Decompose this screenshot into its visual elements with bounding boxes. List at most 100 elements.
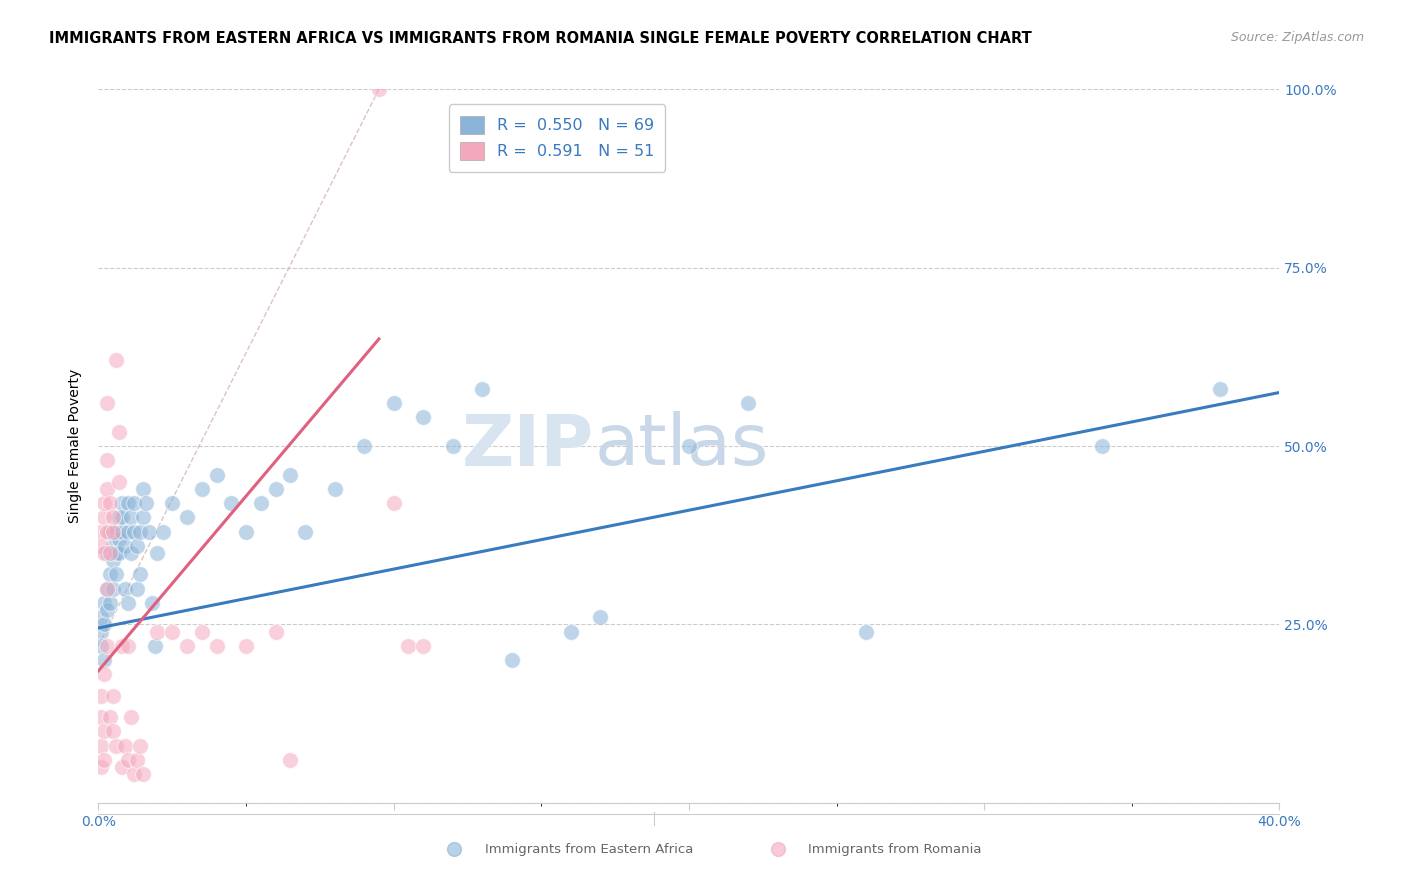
Point: [264, 482, 287, 496]
Point: [176, 510, 198, 524]
Point: [205, 639, 228, 653]
Text: Immigrants from Romania: Immigrants from Romania: [808, 843, 981, 855]
Point: [117, 753, 139, 767]
Point: [146, 546, 169, 560]
Point: [93, 496, 115, 510]
Point: [219, 496, 242, 510]
Point: [132, 482, 155, 496]
Legend: R =  0.550   N = 69, R =  0.591   N = 51: R = 0.550 N = 69, R = 0.591 N = 51: [449, 104, 665, 171]
Point: [141, 596, 163, 610]
Point: [122, 767, 145, 781]
Point: [162, 624, 183, 639]
Point: [120, 546, 142, 560]
Point: [103, 553, 125, 567]
Point: [105, 353, 128, 368]
Point: [471, 382, 494, 396]
Point: [152, 524, 174, 539]
Point: [135, 496, 157, 510]
Point: [111, 760, 134, 774]
Point: [93, 546, 115, 560]
Point: [98, 710, 121, 724]
Point: [90, 710, 112, 724]
Point: [589, 610, 612, 624]
Point: [120, 710, 142, 724]
Point: [93, 667, 115, 681]
Point: [412, 410, 434, 425]
Point: [132, 767, 155, 781]
Point: [264, 624, 287, 639]
Point: [125, 539, 148, 553]
Point: [122, 524, 145, 539]
Point: [114, 582, 136, 596]
Point: [90, 539, 112, 553]
Point: [117, 524, 139, 539]
Point: [98, 496, 121, 510]
Point: [117, 596, 139, 610]
Point: [105, 546, 128, 560]
Point: [96, 453, 118, 467]
Point: [382, 396, 405, 410]
Point: [294, 524, 316, 539]
Point: [560, 624, 582, 639]
Text: IMMIGRANTS FROM EASTERN AFRICA VS IMMIGRANTS FROM ROMANIA SINGLE FEMALE POVERTY : IMMIGRANTS FROM EASTERN AFRICA VS IMMIGR…: [49, 31, 1032, 46]
Point: [93, 724, 115, 739]
Point: [105, 524, 128, 539]
Point: [90, 760, 112, 774]
Text: ZIP: ZIP: [463, 411, 595, 481]
Point: [98, 524, 121, 539]
Point: [323, 482, 346, 496]
Point: [138, 524, 160, 539]
Point: [90, 610, 112, 624]
Point: [108, 425, 131, 439]
Point: [117, 496, 139, 510]
Point: [98, 596, 121, 610]
Point: [443, 842, 465, 856]
Point: [108, 532, 131, 546]
Point: [412, 639, 434, 653]
Point: [103, 724, 125, 739]
Point: [108, 546, 131, 560]
Point: [162, 496, 183, 510]
Point: [96, 482, 118, 496]
Point: [1209, 382, 1232, 396]
Point: [108, 510, 131, 524]
Point: [146, 624, 169, 639]
Point: [855, 624, 877, 639]
Point: [353, 439, 375, 453]
Point: [250, 496, 273, 510]
Point: [114, 539, 136, 553]
Point: [98, 546, 121, 560]
Point: [96, 639, 118, 653]
Point: [128, 739, 150, 753]
Point: [678, 439, 700, 453]
Point: [93, 753, 115, 767]
Point: [396, 639, 419, 653]
Point: [117, 639, 139, 653]
Point: [1091, 439, 1114, 453]
Point: [382, 496, 405, 510]
Point: [143, 639, 166, 653]
Point: [103, 689, 125, 703]
Point: [105, 739, 128, 753]
Text: Immigrants from Eastern Africa: Immigrants from Eastern Africa: [485, 843, 693, 855]
Point: [93, 617, 115, 632]
Point: [90, 689, 112, 703]
Point: [90, 624, 112, 639]
Point: [111, 496, 134, 510]
Point: [737, 396, 759, 410]
Y-axis label: Single Female Poverty: Single Female Poverty: [69, 369, 83, 523]
Point: [103, 539, 125, 553]
Point: [191, 482, 214, 496]
Point: [96, 603, 118, 617]
Point: [368, 82, 391, 96]
Text: atlas: atlas: [595, 411, 769, 481]
Point: [111, 524, 134, 539]
Point: [96, 396, 118, 410]
Point: [205, 467, 228, 482]
Point: [96, 582, 118, 596]
Point: [235, 639, 257, 653]
Point: [278, 467, 302, 482]
Point: [93, 596, 115, 610]
Point: [103, 510, 125, 524]
Point: [191, 624, 214, 639]
